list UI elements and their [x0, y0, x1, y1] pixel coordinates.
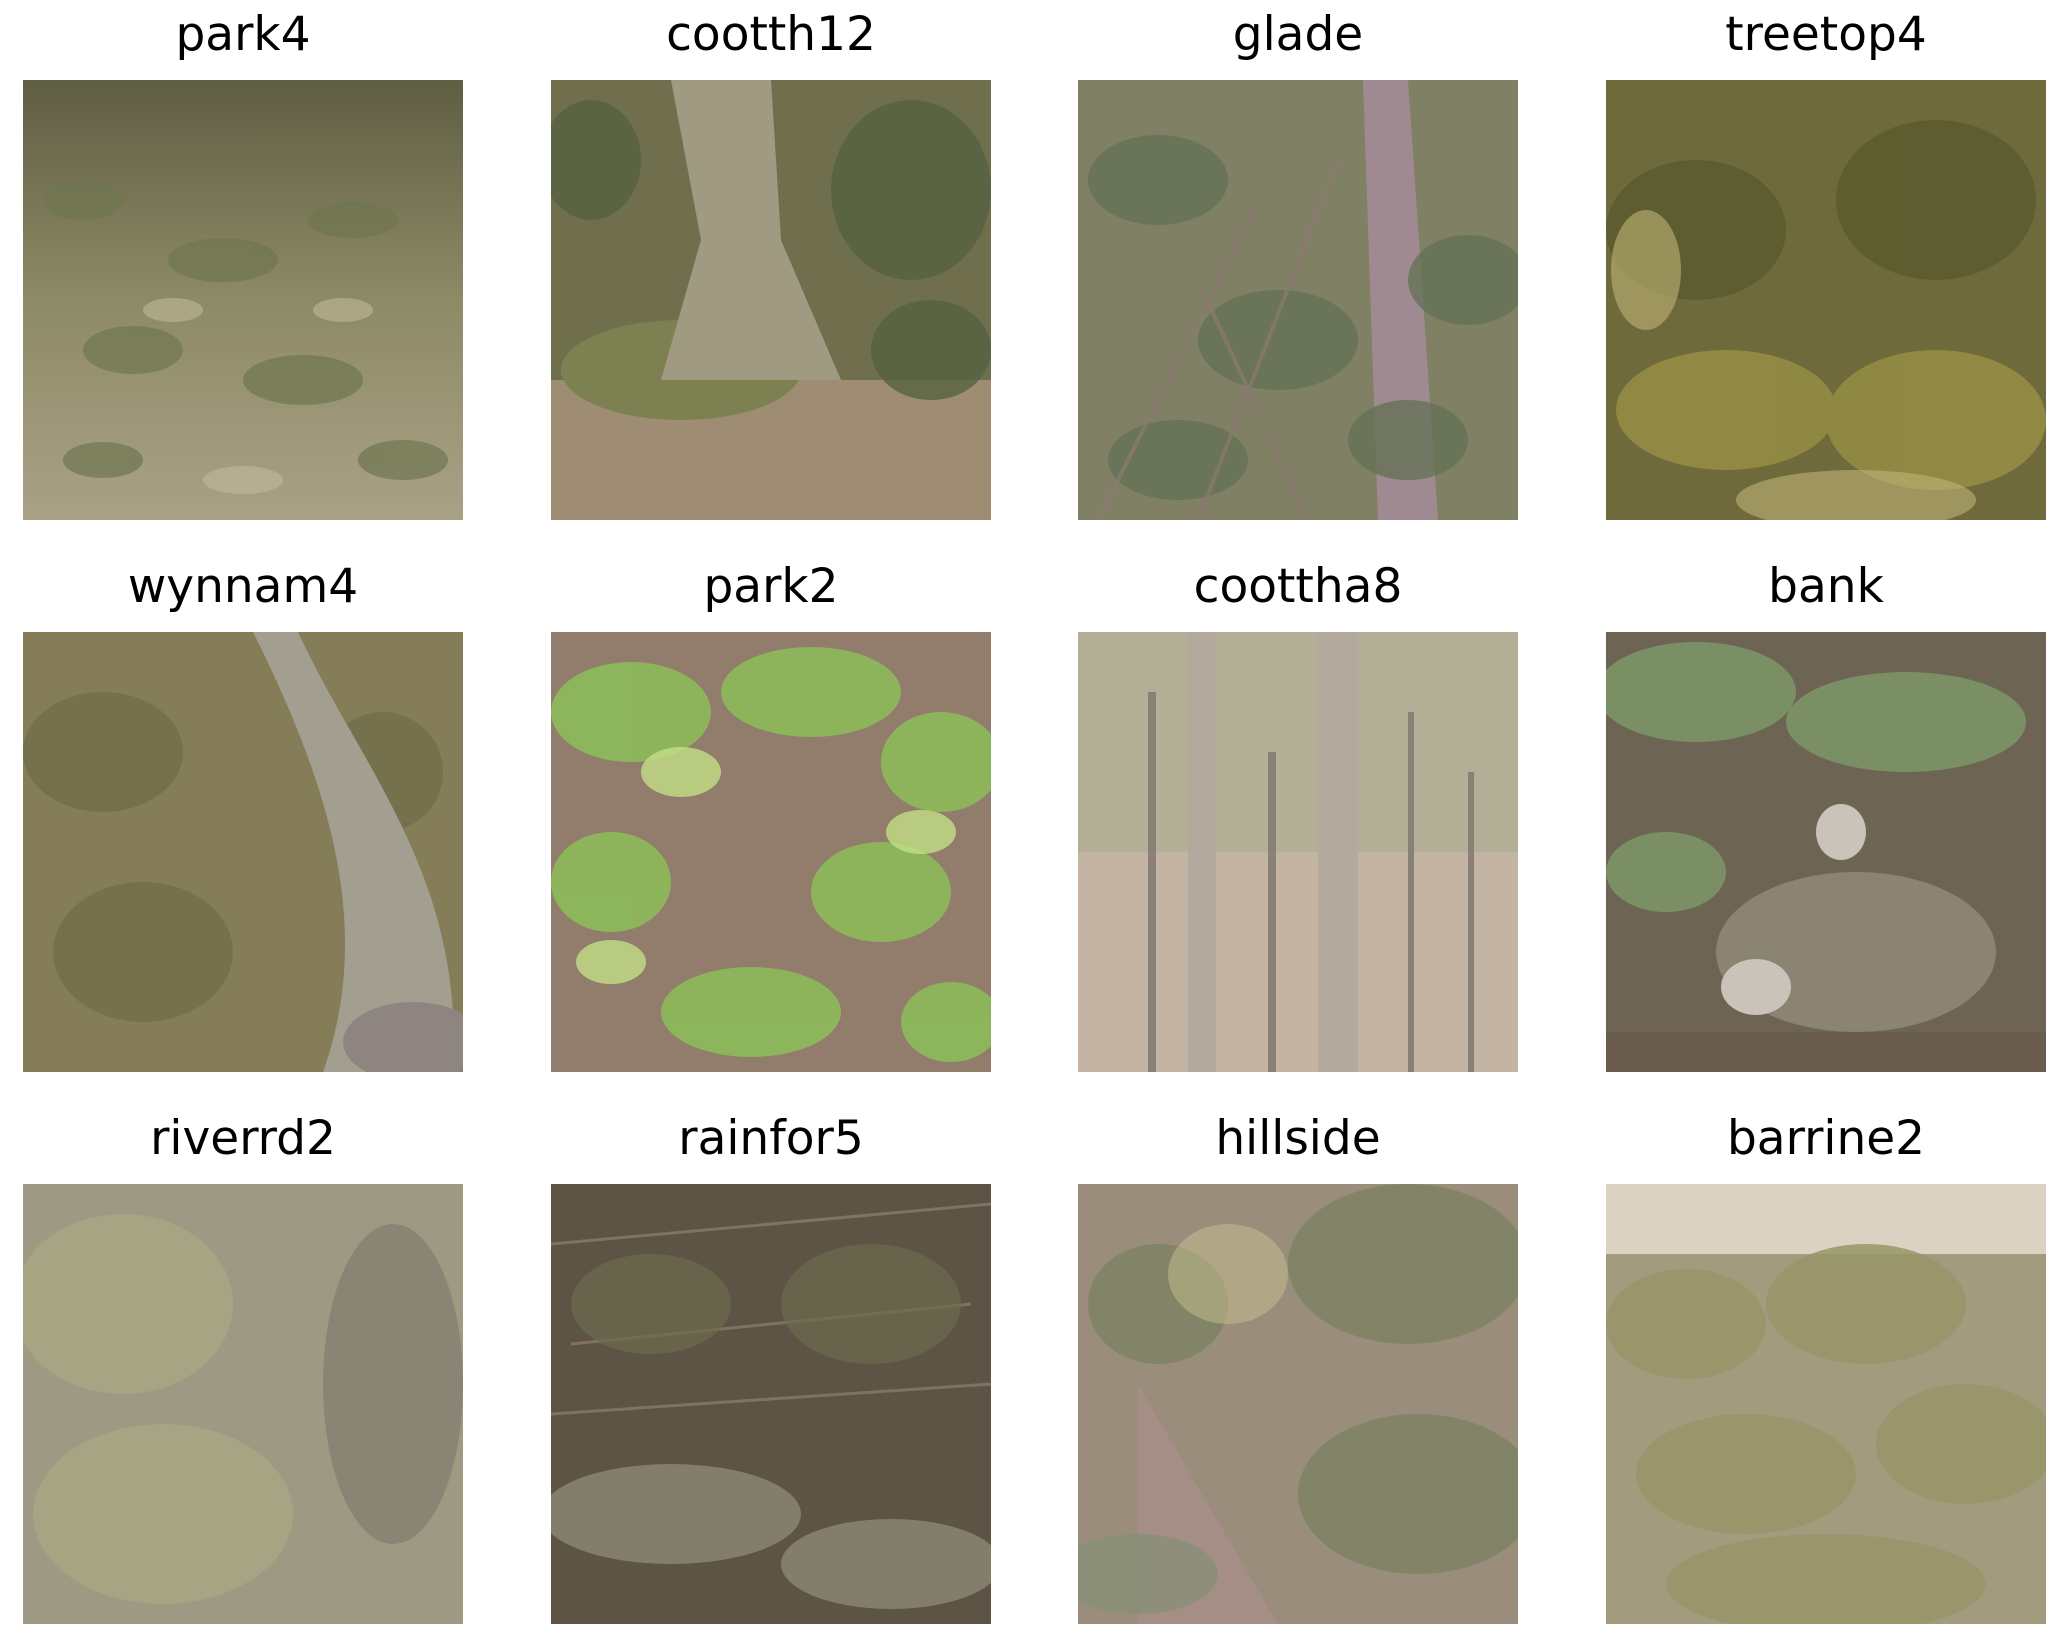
- tile-title: cootth12: [666, 7, 876, 62]
- tile-title: bank: [1768, 559, 1884, 614]
- tile-photo: [1606, 632, 2046, 1072]
- tile-title: glade: [1232, 7, 1364, 62]
- tile-title: barrine2: [1726, 1111, 1926, 1166]
- tile-photo: [551, 80, 991, 520]
- tile-photo: [23, 1184, 463, 1624]
- tile-title: treetop4: [1725, 7, 1927, 62]
- tile-photo: [1606, 1184, 2046, 1624]
- tile-title: hillside: [1215, 1111, 1381, 1166]
- tile-photo: [1078, 80, 1518, 520]
- tile-photo: [1078, 632, 1518, 1072]
- tile-title: park4: [175, 7, 311, 62]
- tile-title: coottha8: [1193, 559, 1403, 614]
- tile-photo: [23, 632, 463, 1072]
- tile-photo: [23, 80, 463, 520]
- tile-title: park2: [703, 559, 839, 614]
- tile-title: rainfor5: [678, 1111, 864, 1166]
- tile-photo: [551, 632, 991, 1072]
- tile-title: wynnam4: [127, 559, 359, 614]
- tile-photo: [551, 1184, 991, 1624]
- tile-photo: [1078, 1184, 1518, 1624]
- tile-title: riverrd2: [150, 1111, 336, 1166]
- tile-photo: [1606, 80, 2046, 520]
